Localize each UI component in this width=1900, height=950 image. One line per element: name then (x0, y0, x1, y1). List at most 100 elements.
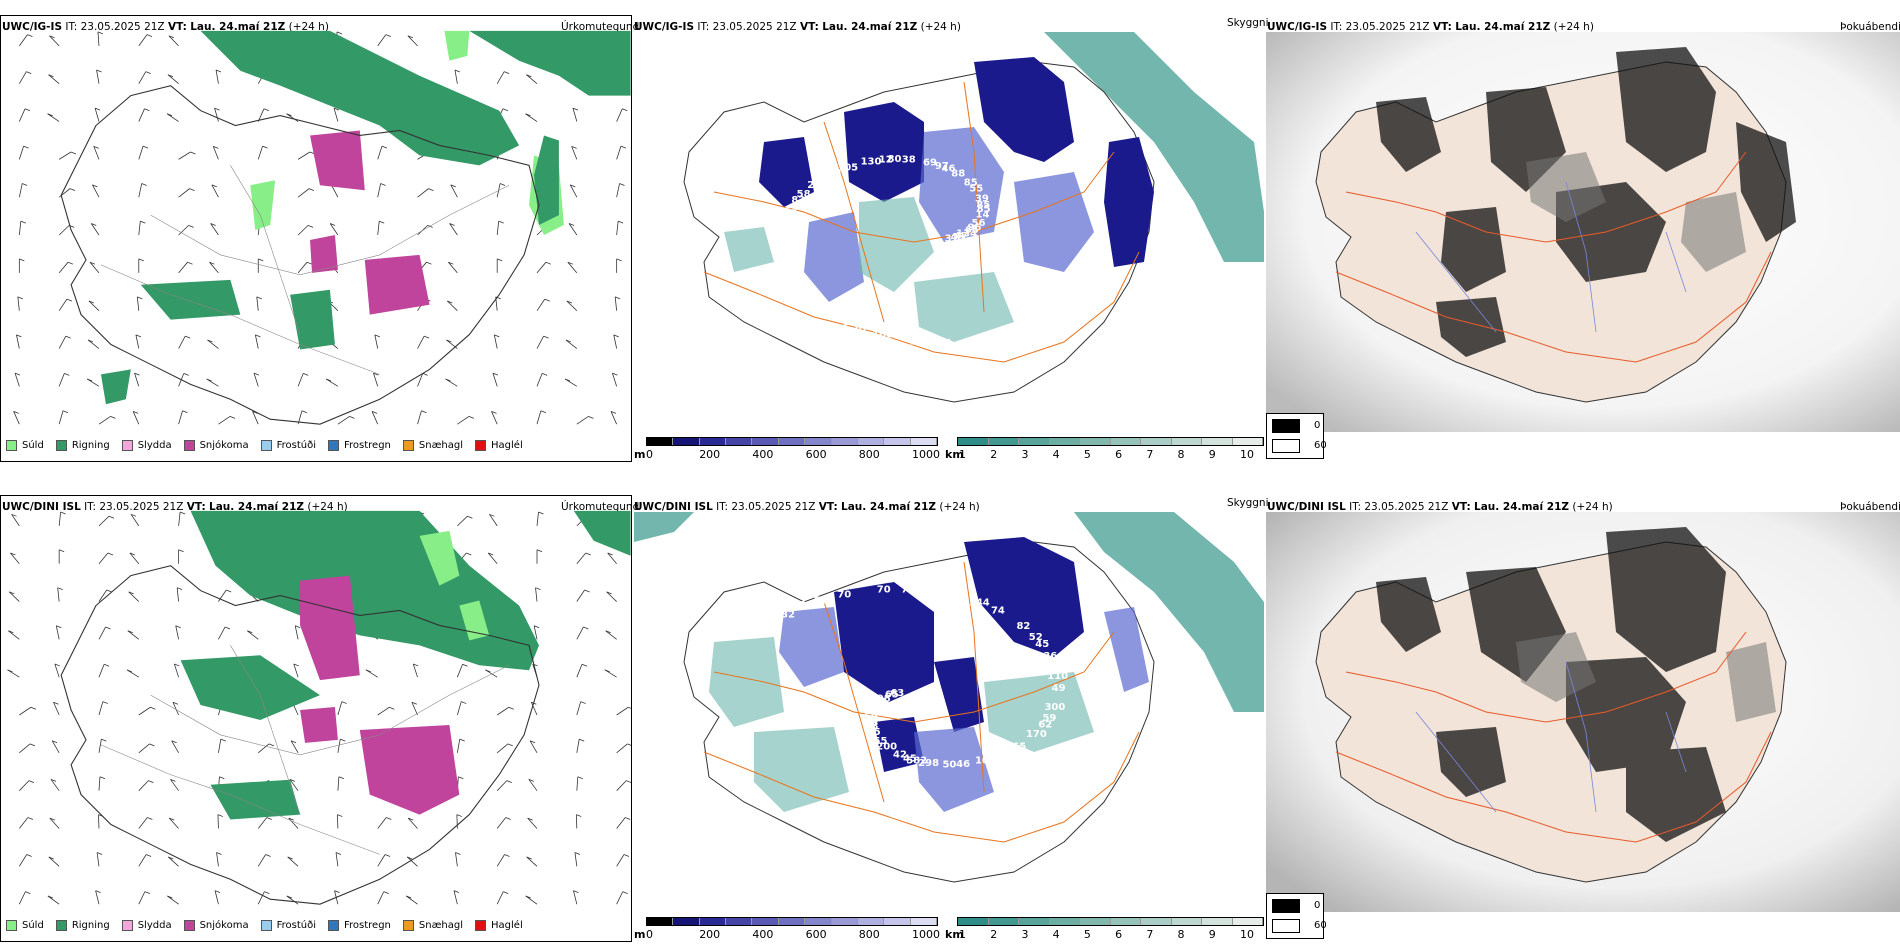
wind-barb (616, 145, 622, 160)
precip-panel-title: UWC/IG-IS IT: 23.05.2025 21Z VT: Lau. 24… (2, 21, 329, 33)
wind-barb (58, 410, 64, 425)
wind-barb-flag (334, 890, 340, 893)
wind-barb (210, 223, 219, 236)
wind-barb (337, 776, 340, 791)
wind-barb-flag (22, 183, 28, 186)
wind-barb (168, 817, 179, 829)
cloud-base-value: 56 (972, 218, 986, 229)
roads (100, 645, 510, 855)
colorbar-step (805, 918, 832, 925)
wind-barb (98, 776, 101, 791)
wind-barb-flag (253, 372, 260, 376)
wind-barb-flag (454, 69, 461, 73)
wind-barb (167, 856, 179, 867)
wind-barb-flag (544, 298, 550, 302)
wind-barb-flag (325, 378, 332, 382)
wind-barb (573, 890, 578, 905)
colorbar-step (958, 438, 989, 445)
colorbar-tick: 5 (1083, 928, 1091, 941)
legend-item: Rigning (55, 440, 110, 451)
wind-barb-flag (20, 220, 26, 224)
cloud-base-value: 65 (1012, 742, 1026, 753)
legend-swatch (55, 920, 67, 931)
wind-barb (257, 145, 263, 160)
wind-barb (247, 630, 259, 640)
wind-barb (9, 591, 20, 602)
cloud-base-value: 52 (1029, 632, 1043, 643)
cloud-base-value: 88 (951, 168, 965, 179)
wind-barb (377, 183, 381, 198)
cloud-base-value: 42 (893, 750, 907, 761)
wind-barb-flag (96, 69, 102, 73)
wind-barb-flag (134, 372, 140, 376)
wind-barb-flag (176, 587, 183, 591)
wind-barb (138, 108, 145, 122)
wind-barb-flag (10, 552, 16, 556)
wind-barb-flag (529, 740, 536, 744)
wind-barb-flag (616, 258, 622, 262)
wind-barb-flag (543, 335, 549, 339)
cloud-base-value: 69 (923, 158, 937, 169)
wind-barb-flag (380, 183, 386, 186)
colorbar-tick: 400 (752, 928, 774, 941)
wind-barb-flag (264, 891, 270, 894)
colorbar-step (752, 918, 779, 925)
wind-barb-flag (494, 334, 500, 338)
precip-legend: Súld Rigning Slydda Snjókoma Frostúði Frostre… (6, 920, 535, 931)
wind-barb (446, 339, 458, 349)
wind-barb (218, 626, 226, 640)
cloud-medium-areas (804, 127, 1094, 302)
wind-barb-flag (349, 416, 355, 419)
wind-barb (457, 515, 468, 527)
wind-barb-flag (495, 296, 501, 300)
wind-barb-flag (178, 549, 184, 553)
cloud-base-value: 305 (837, 163, 858, 174)
wind-barb-flag (207, 339, 213, 343)
wind-barb-flag (66, 298, 73, 302)
wind-barb (138, 780, 149, 791)
legend-item: Snæhagl (402, 920, 463, 931)
precip-panel-name: Úrkomutegund (561, 21, 640, 33)
visibility-panel-name: Skyggni (1227, 497, 1269, 509)
wind-barb (13, 411, 20, 425)
wind-barb-flag (615, 296, 621, 300)
wind-barb (19, 780, 30, 791)
wind-barb (450, 184, 458, 198)
wind-barb (171, 740, 179, 754)
wind-barb (19, 743, 31, 754)
wind-barb (138, 854, 147, 867)
wind-barb-flag (126, 669, 133, 673)
wind-barb-flag (413, 663, 419, 667)
wind-barb-flag (105, 626, 111, 630)
colorbar-step (910, 918, 937, 925)
wind-barb (569, 184, 578, 198)
cloud-base-value: 169 (910, 336, 931, 347)
wind-barb (535, 587, 538, 602)
wind-barb-flag (263, 108, 270, 112)
colorbar-unit: km (945, 448, 964, 461)
wind-barb (167, 895, 179, 905)
cloud-base-value: 69 (864, 712, 878, 723)
wind-barb (176, 587, 180, 602)
wind-barb-flag (141, 183, 147, 186)
colorbar-tick: 1000 (912, 448, 940, 461)
wind-barb (178, 151, 191, 160)
wind-barb (611, 372, 618, 387)
wind-barb (453, 890, 458, 905)
cloud-base-value: 70 (877, 585, 891, 596)
legend-label: Rigning (71, 440, 110, 451)
wind-barb-flag (497, 258, 503, 262)
wind-barb-flag (572, 107, 579, 111)
legend-item: Haglél (475, 920, 523, 931)
legend-swatch (402, 440, 414, 451)
wind-barb (287, 856, 299, 867)
wind-barb-flag (219, 776, 225, 780)
wind-barb (55, 625, 60, 640)
wind-barb (178, 188, 190, 198)
cloud-low-areas (759, 57, 1154, 267)
wind-barb-flag (533, 625, 540, 629)
wind-barb (286, 895, 299, 905)
legend-swatch (6, 440, 17, 451)
legend-swatch (260, 920, 272, 931)
roads-orange (703, 81, 1140, 363)
